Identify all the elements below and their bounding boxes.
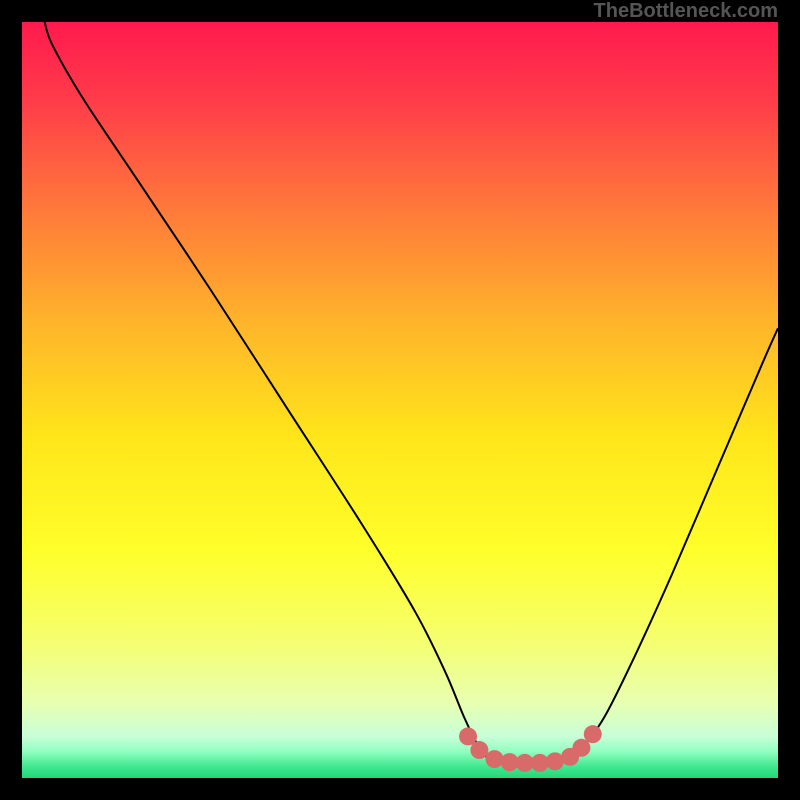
bottleneck-curve: [45, 22, 778, 763]
watermark-text: TheBottleneck.com: [594, 0, 778, 23]
optimal-range-marker: [470, 741, 488, 759]
curve-layer: [22, 22, 778, 778]
bottleneck-chart: TheBottleneck.com: [0, 0, 800, 800]
plot-area: [22, 22, 778, 778]
optimal-range-marker: [486, 750, 504, 768]
optimal-range-marker: [584, 725, 602, 743]
